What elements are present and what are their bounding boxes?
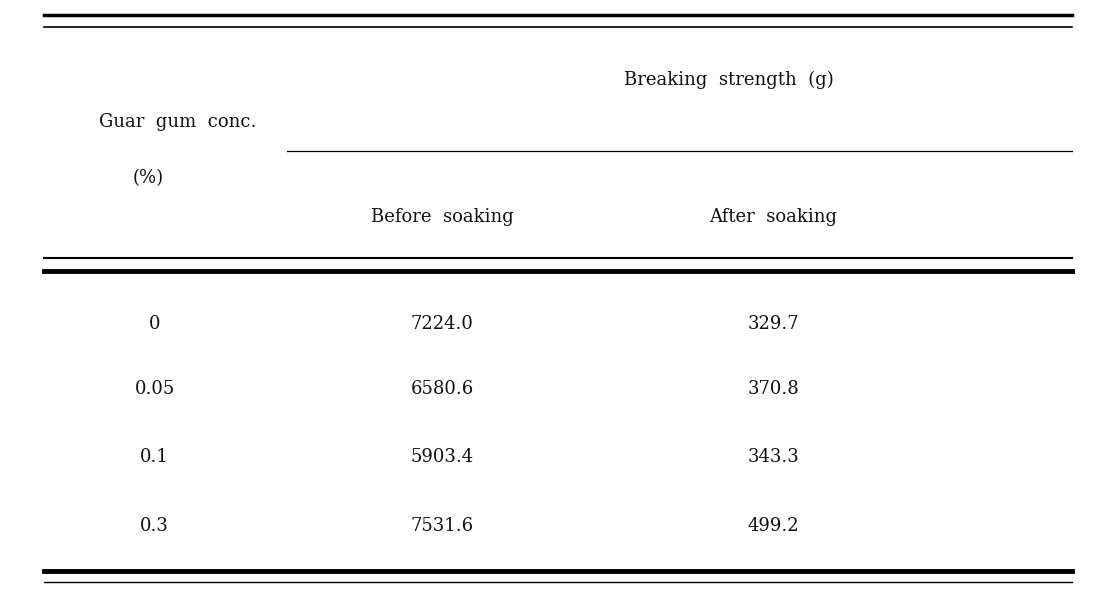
- Text: 5903.4: 5903.4: [410, 448, 474, 466]
- Text: 7224.0: 7224.0: [411, 315, 473, 333]
- Text: 6580.6: 6580.6: [410, 380, 474, 398]
- Text: Before  soaking: Before soaking: [370, 208, 514, 226]
- Text: 343.3: 343.3: [748, 448, 799, 466]
- Text: 7531.6: 7531.6: [410, 517, 474, 535]
- Text: 370.8: 370.8: [748, 380, 799, 398]
- Text: (%): (%): [133, 169, 164, 187]
- Text: 0: 0: [149, 315, 160, 333]
- Text: 0.05: 0.05: [135, 380, 175, 398]
- Text: 0.1: 0.1: [140, 448, 169, 466]
- Text: 0.3: 0.3: [140, 517, 169, 535]
- Text: Guar  gum  conc.: Guar gum conc.: [99, 113, 256, 131]
- Text: After  soaking: After soaking: [709, 208, 838, 226]
- Text: 329.7: 329.7: [748, 315, 799, 333]
- Text: 499.2: 499.2: [748, 517, 799, 535]
- Text: Breaking  strength  (g): Breaking strength (g): [624, 71, 834, 89]
